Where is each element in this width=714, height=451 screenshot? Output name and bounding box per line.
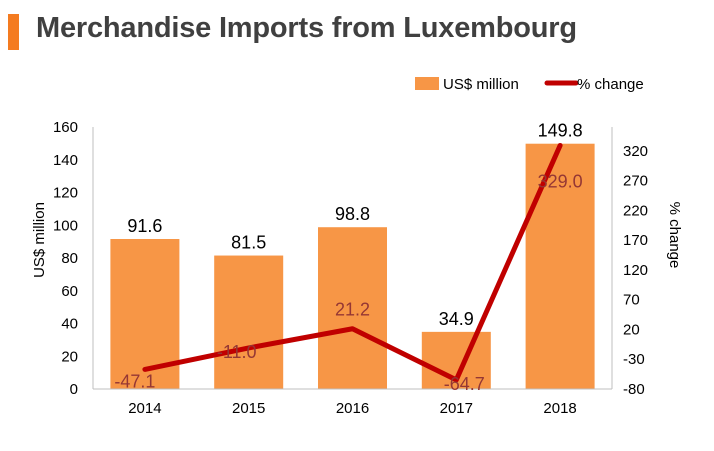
- legend-line-label: % change: [577, 76, 644, 93]
- bar-data-label: 98.8: [335, 204, 370, 224]
- x-axis: 2014 2015 2016 2017 2018: [128, 400, 577, 417]
- bar: [525, 143, 595, 389]
- y-right-tick-label: 20: [623, 321, 640, 338]
- bar-data-label: 34.9: [439, 309, 474, 329]
- y-right-tick-label: -30: [623, 351, 645, 368]
- y-tick-label: 120: [53, 185, 78, 202]
- bar-series: [110, 143, 595, 389]
- line-data-label: 21.2: [335, 300, 370, 320]
- y-tick-label: 100: [53, 217, 78, 234]
- y-tick-label: 60: [61, 283, 78, 300]
- page-title: Merchandise Imports from Luxembourg: [36, 12, 577, 44]
- y-tick-label: 20: [61, 348, 78, 365]
- y-tick-label: 140: [53, 152, 78, 169]
- y-tick-label: 40: [61, 316, 78, 333]
- line-data-labels: -47.1 -11.0 21.2 -64.7 329.0: [114, 171, 582, 393]
- line-data-label: -64.7: [444, 374, 485, 394]
- y-axis-right: -80 -30 20 70 120 170 220 270 320: [623, 143, 648, 398]
- y-tick-label: 0: [70, 381, 78, 398]
- line-data-label: -47.1: [114, 371, 155, 391]
- bar-data-labels: 91.6 81.5 98.8 34.9 149.8: [127, 121, 582, 329]
- line-data-label: -11.0: [217, 342, 257, 362]
- y-right-tick-label: 70: [623, 292, 640, 309]
- bar: [318, 227, 387, 389]
- y-axis-left: 0 20 40 60 80 100 120 140 160: [53, 119, 78, 398]
- bar-data-label: 91.6: [127, 216, 162, 236]
- x-tick-label: 2014: [128, 400, 161, 417]
- y-right-tick-label: -80: [623, 381, 645, 398]
- y-axis-right-title: % change: [666, 202, 683, 269]
- y-right-tick-label: 220: [623, 202, 648, 219]
- y-right-tick-label: 170: [623, 232, 648, 249]
- legend-bar-label: US$ million: [443, 76, 519, 93]
- x-tick-label: 2016: [336, 400, 369, 417]
- y-tick-label: 160: [53, 119, 78, 136]
- line-data-label: 329.0: [538, 171, 583, 191]
- title-accent-bar: [8, 14, 19, 50]
- legend: US$ million % change: [415, 76, 644, 93]
- bar-data-label: 149.8: [538, 121, 583, 141]
- x-tick-label: 2018: [543, 400, 576, 417]
- y-right-tick-label: 270: [623, 173, 648, 190]
- x-tick-label: 2017: [440, 400, 473, 417]
- y-right-tick-label: 120: [623, 262, 648, 279]
- series-line-pct-change: [142, 142, 563, 383]
- y-right-tick-label: 320: [623, 143, 648, 160]
- bar-data-label: 81.5: [231, 233, 266, 253]
- y-tick-label: 80: [61, 250, 78, 267]
- legend-bar-swatch: [415, 77, 439, 90]
- x-tick-label: 2015: [232, 400, 265, 417]
- bar: [214, 255, 284, 389]
- y-axis-title: US$ million: [31, 202, 48, 278]
